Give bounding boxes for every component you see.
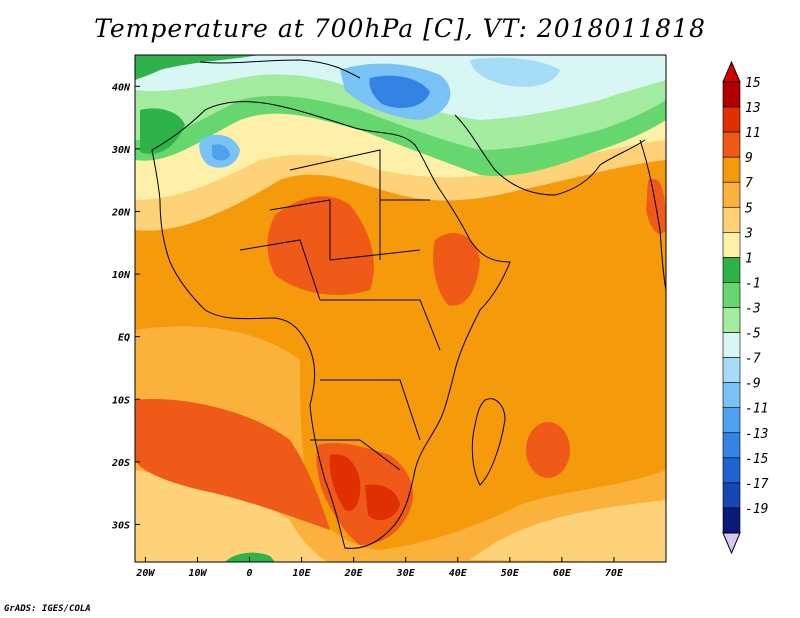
field-atlantic-green [135, 55, 260, 80]
lat-tick-label: 30N [111, 145, 131, 156]
field-atlas-core [212, 144, 230, 161]
africa-coastline [151, 101, 511, 549]
lat-axis: 40N 30N 20N 10N EQ 10S 20S 30S [111, 82, 140, 531]
field-southeast-pale [470, 500, 666, 562]
colorbar-swatch [722, 131, 741, 158]
field-kalahari-core [329, 454, 361, 511]
lon-tick-label: 30E [396, 568, 416, 579]
field-sahel-hot [267, 196, 374, 295]
colorbar-swatch [722, 432, 741, 459]
colorbar-label: 9 [745, 151, 753, 166]
colorbar-label: -17 [745, 477, 769, 492]
lon-tick-label: 20E [344, 568, 364, 579]
colorbar-swatch [722, 106, 741, 133]
colorbar-label: -9 [745, 377, 761, 392]
field-transvaal-core [365, 484, 400, 521]
colorbar-swatch [722, 482, 741, 509]
colorbar-label: -13 [745, 427, 768, 442]
colorbar-swatch [722, 206, 741, 233]
field-sw-ocean-hot [135, 399, 330, 530]
field-west-green [140, 108, 185, 154]
field-caspian-cold [470, 57, 560, 87]
colorbar-swatch [722, 156, 741, 183]
lat-tick-label: EQ [118, 333, 130, 344]
lat-tick-label: 40N [112, 82, 131, 93]
lon-axis: 20W 10W 0 10E 20E 30E 40E 50E 60E 70E [135, 557, 624, 579]
colorbar-swatch [722, 457, 741, 484]
arabia-coast [454, 114, 646, 196]
country-borders [239, 149, 441, 471]
lon-tick-label: 0 [247, 568, 253, 579]
lon-tick-label: 70E [605, 568, 624, 579]
colorbar-swatch [722, 282, 741, 308]
colorbar-swatch [722, 232, 741, 258]
colorbar-label: -5 [745, 327, 761, 342]
colorbar: 15 13 11 9 7 5 3 1 -1 -3 -5 -7 -9 -11 -13 -15 -17 -19 [722, 60, 769, 555]
colorbar-swatch [722, 332, 741, 358]
colorbar-label: 11 [745, 126, 761, 141]
colorbar-swatch [722, 81, 741, 108]
colorbar-swatch [722, 357, 741, 383]
lon-tick-label: 20W [135, 568, 155, 579]
lat-tick-label: 10N [112, 270, 131, 281]
lon-tick-label: 10W [188, 568, 207, 579]
madagascar-coastline [471, 398, 506, 486]
colorbar-label: -19 [745, 502, 768, 517]
temperature-field [135, 55, 666, 562]
colorbar-label: -3 [745, 302, 761, 317]
map-frame [134, 54, 667, 563]
lon-tick-label: 50E [501, 568, 520, 579]
colorbar-swatch [722, 257, 741, 283]
lon-tick-label: 60E [553, 568, 572, 579]
colorbar-swatch [722, 307, 741, 333]
colorbar-label: 3 [744, 226, 753, 241]
credit-text: GrADS: IGES/COLA [4, 604, 91, 614]
india-coast [639, 139, 666, 291]
colorbar-top-arrow [722, 60, 741, 83]
colorbar-bottom-arrow [722, 532, 741, 555]
colorbar-swatch [722, 507, 741, 534]
lat-tick-label: 20S [111, 458, 130, 469]
colorbar-label: -11 [745, 402, 768, 417]
lon-tick-label: 40E [449, 568, 468, 579]
colorbar-swatch [722, 181, 741, 208]
field-southwest-pale [135, 470, 330, 562]
chart-title: Temperature at 700hPa [C], VT: 201801181… [94, 14, 706, 43]
colorbar-label: -15 [745, 452, 769, 467]
colorbar-label: -1 [745, 276, 761, 291]
lat-tick-label: 10S [112, 395, 130, 406]
field-indian-ocean-spot [526, 422, 570, 478]
coastlines [151, 59, 666, 549]
colorbar-label: -7 [745, 352, 761, 367]
colorbar-label: 13 [745, 101, 761, 116]
lat-tick-label: 30S [111, 520, 130, 531]
lat-tick-label: 20N [111, 207, 131, 218]
colorbar-label: 15 [745, 76, 761, 91]
colorbar-label: 5 [745, 201, 753, 216]
colorbar-label: 7 [745, 176, 753, 191]
europe-coast [199, 59, 361, 79]
colorbar-label: 1 [745, 251, 753, 266]
colorbar-swatch [722, 382, 741, 409]
field-balkan-core [369, 75, 430, 108]
lon-tick-label: 10E [293, 568, 312, 579]
colorbar-swatch [722, 407, 741, 434]
field-ethiopia-hot [433, 232, 480, 306]
